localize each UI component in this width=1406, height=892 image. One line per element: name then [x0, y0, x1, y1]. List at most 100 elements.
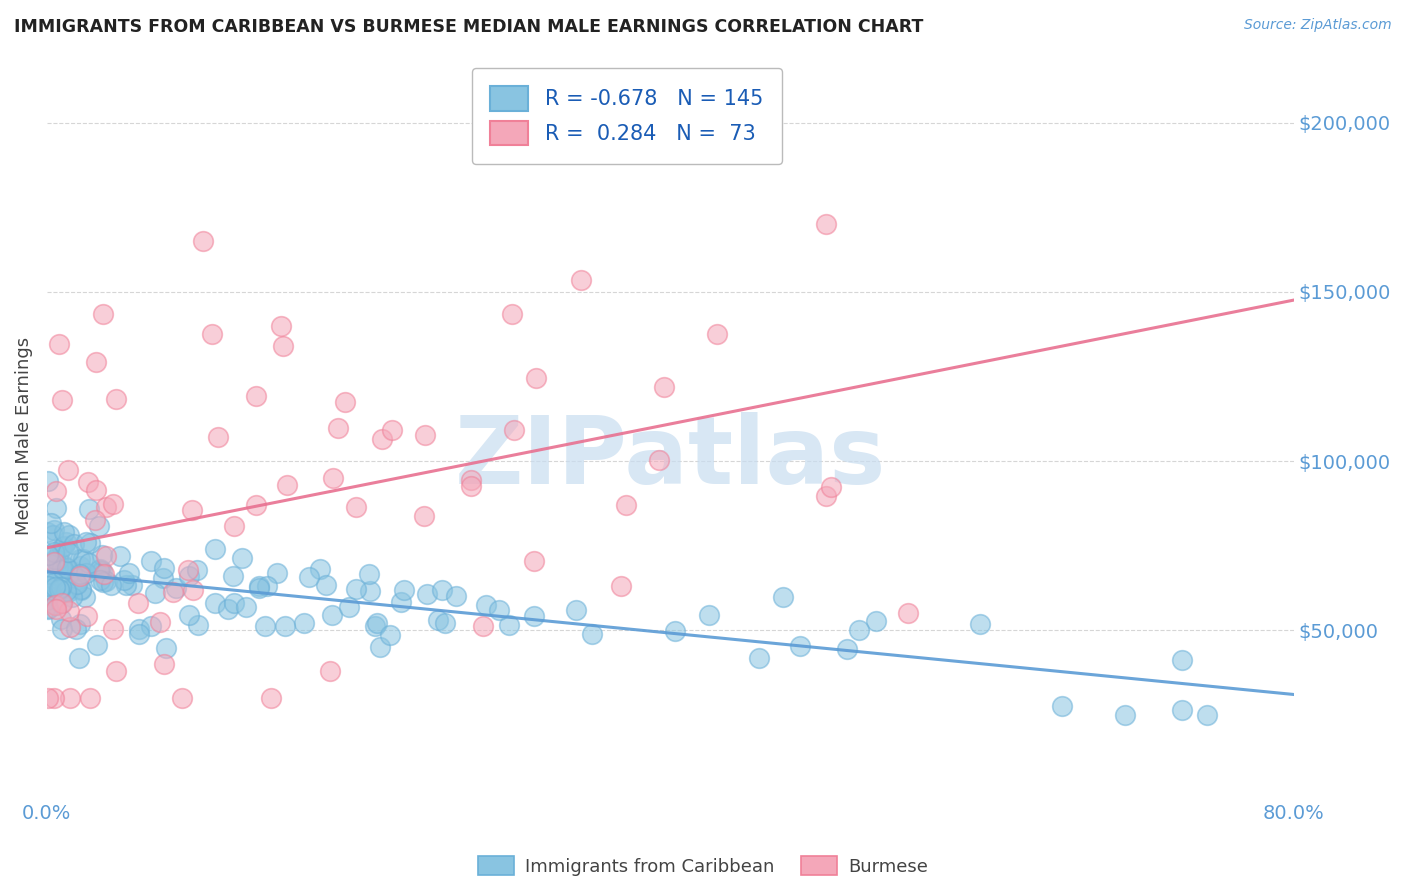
Point: [523, 609, 546, 624]
Point: [460, 479, 482, 493]
Point: [127, 596, 149, 610]
Point: [37, 593, 59, 607]
Point: [616, 498, 638, 512]
Point: [231, 551, 253, 566]
Point: [45, 574, 67, 589]
Point: [389, 595, 412, 609]
Point: [46, 553, 69, 567]
Point: [51, 622, 73, 636]
Point: [101, 497, 124, 511]
Text: ZIPatlas: ZIPatlas: [454, 411, 886, 504]
Point: [96, 549, 118, 564]
Point: [86, 638, 108, 652]
Point: [51, 392, 73, 407]
Point: [503, 423, 526, 437]
Point: [321, 607, 343, 622]
Point: [337, 599, 360, 614]
Point: [217, 602, 239, 616]
Point: [56, 462, 79, 476]
Point: [273, 619, 295, 633]
Point: [49, 583, 72, 598]
Point: [45, 598, 67, 612]
Point: [266, 566, 288, 580]
Point: [245, 389, 267, 403]
Point: [37, 601, 59, 615]
Point: [44, 552, 66, 566]
Point: [53, 524, 76, 539]
Point: [565, 603, 588, 617]
Point: [114, 574, 136, 588]
Point: [79, 691, 101, 706]
Point: [51, 541, 73, 555]
Point: [69, 566, 91, 581]
Point: [58, 528, 80, 542]
Point: [191, 234, 214, 248]
Point: [51, 580, 73, 594]
Point: [101, 623, 124, 637]
Point: [96, 574, 118, 588]
Point: [45, 484, 67, 499]
Point: [1171, 653, 1194, 667]
Point: [90, 564, 112, 578]
Point: [65, 622, 87, 636]
Point: [51, 596, 73, 610]
Point: [224, 519, 246, 533]
Point: [44, 580, 66, 594]
Point: [93, 566, 115, 581]
Point: [186, 563, 208, 577]
Point: [65, 575, 87, 590]
Point: [69, 616, 91, 631]
Point: [100, 578, 122, 592]
Point: [328, 421, 350, 435]
Point: [772, 590, 794, 604]
Point: [359, 583, 381, 598]
Point: [76, 608, 98, 623]
Point: [488, 602, 510, 616]
Point: [204, 595, 226, 609]
Point: [503, 115, 526, 129]
Point: [39, 586, 62, 600]
Point: [59, 620, 82, 634]
Point: [128, 622, 150, 636]
Point: [91, 307, 114, 321]
Point: [501, 307, 523, 321]
Point: [56, 560, 79, 574]
Point: [472, 619, 495, 633]
Point: [1170, 703, 1192, 717]
Point: [37, 475, 59, 489]
Point: [60, 590, 83, 604]
Point: [72, 552, 94, 566]
Point: [610, 579, 633, 593]
Point: [432, 583, 454, 598]
Point: [260, 691, 283, 706]
Point: [115, 578, 138, 592]
Point: [256, 579, 278, 593]
Point: [139, 619, 162, 633]
Text: IMMIGRANTS FROM CARIBBEAN VS BURMESE MEDIAN MALE EARNINGS CORRELATION CHART: IMMIGRANTS FROM CARIBBEAN VS BURMESE MED…: [14, 18, 924, 36]
Point: [55, 534, 77, 549]
Point: [89, 574, 111, 588]
Point: [153, 560, 176, 574]
Point: [180, 503, 202, 517]
Point: [247, 579, 270, 593]
Point: [51, 561, 73, 575]
Point: [381, 423, 404, 437]
Point: [254, 618, 277, 632]
Point: [706, 327, 728, 342]
Point: [52, 564, 75, 578]
Point: [67, 650, 90, 665]
Point: [84, 483, 107, 497]
Point: [84, 355, 107, 369]
Point: [75, 566, 97, 581]
Legend: Immigrants from Caribbean, Burmese: Immigrants from Caribbean, Burmese: [471, 849, 935, 883]
Point: [69, 559, 91, 574]
Point: [309, 561, 332, 575]
Point: [75, 534, 97, 549]
Point: [498, 617, 520, 632]
Legend: R = -0.678   N = 145, R =  0.284   N =  73: R = -0.678 N = 145, R = 0.284 N = 73: [471, 68, 782, 164]
Point: [59, 691, 82, 706]
Point: [60, 564, 83, 578]
Point: [42, 555, 65, 569]
Point: [652, 379, 675, 393]
Point: [319, 665, 342, 679]
